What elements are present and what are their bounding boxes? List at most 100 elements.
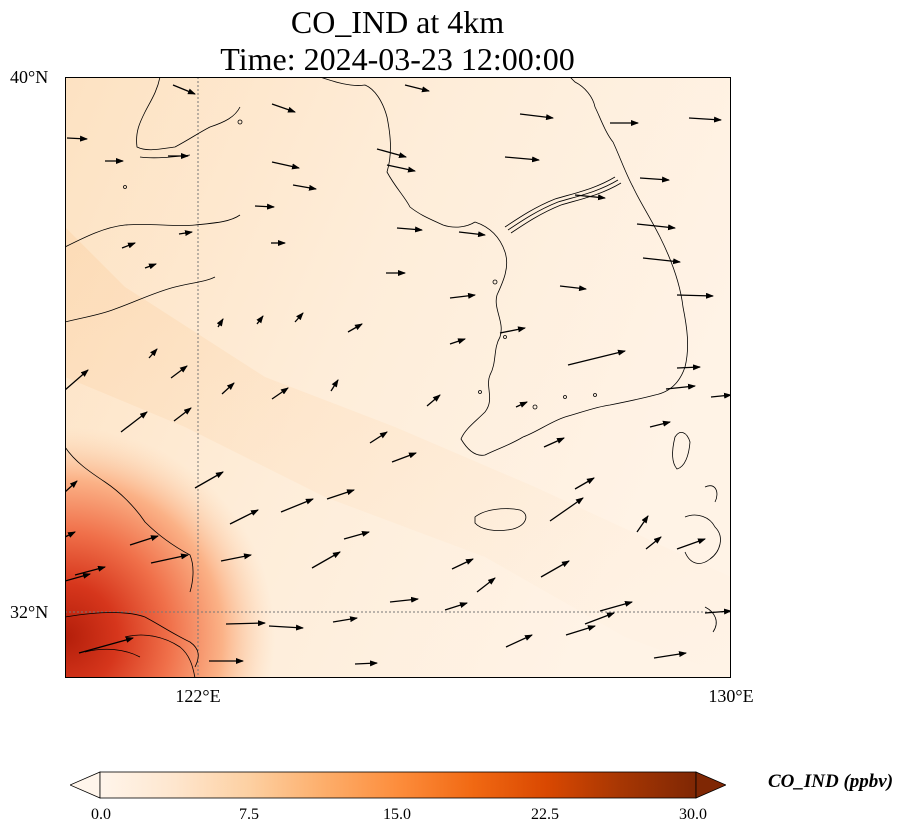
wind-arrow — [519, 113, 554, 121]
wind-arrow — [476, 577, 496, 593]
map-title: CO_IND at 4km — [290, 4, 505, 40]
wind-arrow — [449, 338, 466, 345]
wind-arrow — [271, 103, 296, 113]
wind-arrow — [391, 452, 417, 463]
wind-arrow — [404, 84, 430, 93]
wind-arrow — [649, 420, 671, 428]
wind-arrow — [120, 411, 148, 433]
wind-arrow — [426, 394, 441, 407]
colorbar — [70, 771, 726, 799]
wind-arrow — [311, 551, 341, 569]
wind-arrow — [271, 387, 289, 400]
wind-arrow — [256, 315, 264, 325]
wind-arrow — [639, 176, 670, 183]
wind-arrow — [645, 536, 662, 550]
wind-arrow — [74, 565, 106, 576]
map-subtitle-time: Time: 2024-03-23 12:00:00 — [220, 41, 575, 77]
wind-arrow — [565, 625, 596, 636]
wind-arrow — [584, 612, 615, 625]
wind-arrow — [449, 292, 476, 299]
wind-arrow — [221, 382, 235, 395]
wind-arrow — [225, 620, 266, 627]
wind-arrow — [515, 401, 528, 408]
concentration-hotspot — [65, 407, 365, 678]
wind-arrow — [129, 535, 159, 546]
wind-arrow — [280, 498, 314, 513]
wind-arrow — [326, 489, 355, 500]
wind-arrow — [65, 572, 91, 582]
lat-label-32n: 32°N — [10, 602, 49, 622]
wind-arrow — [332, 616, 358, 623]
wind-arrow — [543, 437, 565, 448]
wind-arrow — [148, 348, 158, 359]
wind-arrow — [451, 558, 474, 570]
wind-arrow — [504, 156, 540, 163]
colorbar-tick: 22.5 — [531, 806, 559, 823]
wind-arrow — [567, 349, 626, 366]
wind-arrow — [642, 257, 681, 265]
wind-arrow — [172, 84, 196, 95]
wind-arrow — [386, 164, 416, 173]
colorbar-extend-max — [695, 771, 726, 799]
wind-arrow — [254, 203, 275, 210]
lon-label-122e: 122°E — [175, 686, 221, 706]
wind-arrow — [444, 602, 468, 611]
wind-arrow — [676, 292, 714, 299]
colorbar-tick: 30.0 — [679, 806, 707, 823]
wind-arrow — [150, 553, 189, 564]
wind-arrow — [194, 471, 224, 489]
map-border — [65, 77, 731, 678]
wind-arrow — [268, 624, 304, 631]
coastlines — [65, 77, 721, 678]
wind-arrow — [66, 135, 88, 142]
wind-vectors — [65, 84, 731, 667]
wind-arrow — [347, 323, 363, 333]
wind-arrow — [121, 242, 136, 249]
lat-label-40n: 40°N — [10, 67, 49, 87]
wind-arrow — [78, 636, 134, 654]
wind-arrow — [688, 116, 722, 123]
colorbar-tick: 7.5 — [239, 806, 259, 823]
wind-arrow — [396, 226, 423, 233]
wind-arrow — [376, 148, 407, 159]
wind-arrow — [549, 497, 584, 522]
wind-arrow — [636, 223, 676, 231]
colorbar-tick: 15.0 — [383, 806, 411, 823]
wind-arrow — [271, 161, 300, 170]
wind-arrow — [458, 231, 486, 238]
wind-arrow — [540, 560, 570, 578]
wind-arrow — [676, 364, 701, 371]
wind-arrow — [229, 509, 259, 525]
wind-arrow — [220, 553, 252, 562]
wind-arrow — [216, 318, 224, 328]
wind-arrow — [354, 660, 378, 667]
wind-arrow — [574, 194, 606, 201]
colorbar-gradient — [99, 771, 697, 799]
wind-arrow — [65, 480, 78, 493]
wind-arrow — [710, 392, 731, 399]
wind-arrow — [505, 634, 533, 648]
wind-arrow — [330, 379, 339, 392]
wind-arrow — [499, 326, 526, 334]
wind-arrow — [369, 431, 388, 444]
wind-arrow — [178, 230, 193, 237]
colorbar-label: CO_IND (ppbv) — [768, 771, 894, 792]
wind-arrow — [144, 263, 157, 270]
wind-arrow — [389, 596, 419, 603]
wind-arrow — [65, 369, 89, 391]
wind-arrow — [294, 312, 304, 323]
wind-arrow — [170, 365, 188, 379]
wind-arrow — [704, 608, 731, 615]
map-panel — [65, 77, 731, 678]
wind-arrow — [292, 184, 317, 191]
wind-arrow — [173, 407, 192, 422]
wind-arrow — [636, 515, 649, 533]
wind-arrow — [665, 383, 696, 390]
wind-arrow — [65, 531, 76, 538]
colorbar-extend-min — [70, 771, 101, 799]
wind-arrow — [559, 285, 587, 292]
wind-arrow — [653, 651, 687, 659]
colorbar-tick: 0.0 — [91, 806, 111, 823]
wind-arrow — [574, 477, 595, 490]
lon-label-130e: 130°E — [708, 686, 754, 706]
